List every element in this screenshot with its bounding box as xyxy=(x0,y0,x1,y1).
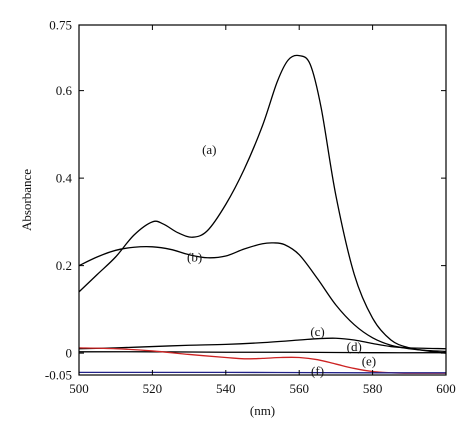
x-tick-label: 520 xyxy=(143,381,163,396)
series-line-d xyxy=(78,351,447,354)
series-layer xyxy=(78,54,447,374)
y-tick-label: 0.2 xyxy=(56,258,72,273)
series-line-a xyxy=(78,54,447,354)
curve-label: (d) xyxy=(347,339,362,354)
tick-labels: 500 520 540 560 580 600 -0.05 0 0.2 0.4 0.6 0.75 xyxy=(45,18,456,397)
plot-frame xyxy=(78,24,447,376)
series-line-c xyxy=(78,337,447,350)
curve-label: (e) xyxy=(362,354,376,369)
y-tick-label: -0.05 xyxy=(45,368,72,383)
series-line-b xyxy=(78,242,447,353)
x-tick-label: 600 xyxy=(436,381,456,396)
y-axis-title: Absorbance xyxy=(19,169,34,231)
x-tick-label: 500 xyxy=(69,381,89,396)
curve-label: (a) xyxy=(202,142,216,157)
curve-labels: (a) (b) (c) (d)(e) (f) xyxy=(187,142,376,378)
axis-ticks xyxy=(78,24,447,376)
x-tick-label: 580 xyxy=(363,381,383,396)
series-line-f xyxy=(78,371,447,374)
x-axis-title: (nm) xyxy=(250,403,275,418)
y-tick-label: 0.4 xyxy=(56,171,73,186)
x-tick-label: 560 xyxy=(289,381,309,396)
y-tick-label: 0 xyxy=(66,346,73,361)
y-tick-label: 0.6 xyxy=(56,83,73,98)
y-tick-label: 0.75 xyxy=(49,18,72,33)
curve-label: (c) xyxy=(310,324,324,339)
curve-label: (f) xyxy=(311,364,324,379)
curve-label: (b) xyxy=(187,249,202,264)
x-tick-label: 540 xyxy=(216,381,236,396)
